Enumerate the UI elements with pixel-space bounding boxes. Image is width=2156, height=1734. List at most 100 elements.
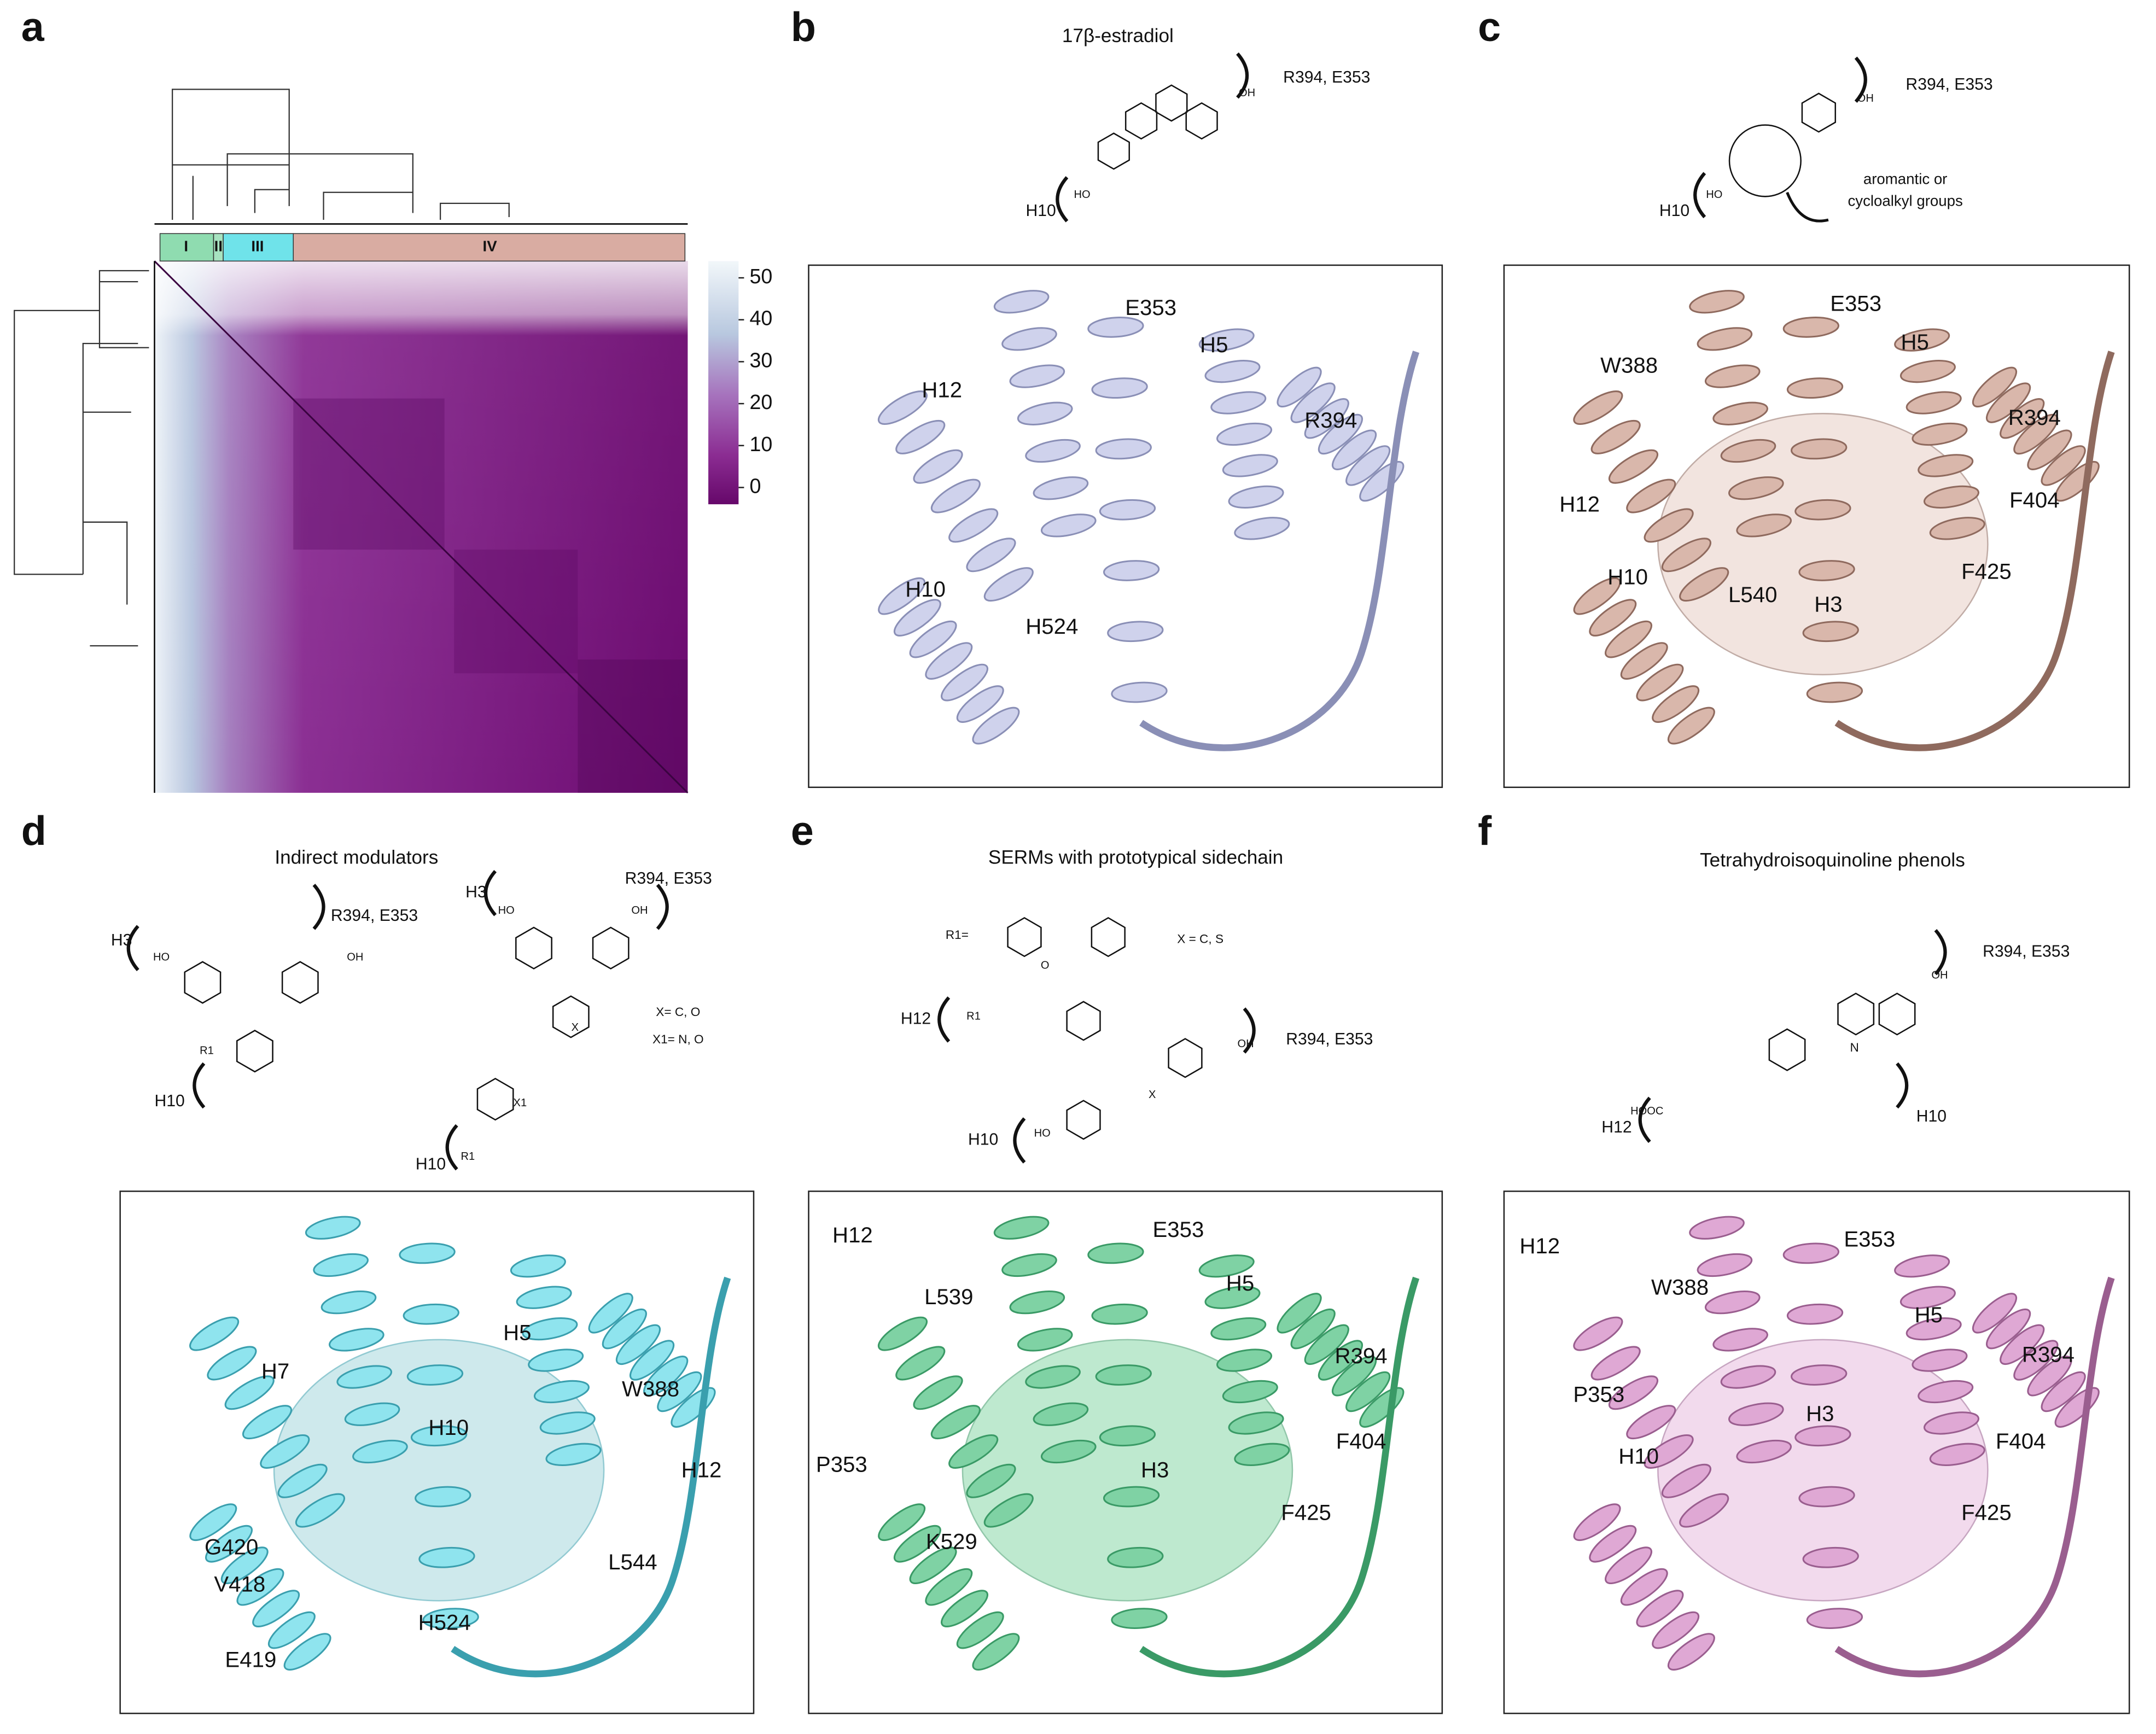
- heatmap-panel: [14, 89, 739, 793]
- helix-turn: [1290, 1308, 1336, 1350]
- helix-turn: [1929, 517, 1985, 540]
- residue-label: R394: [2022, 1342, 2075, 1367]
- helix-turn: [1644, 508, 1694, 543]
- scheme-label: R394, E353: [1983, 942, 2070, 960]
- helix-turn: [1234, 517, 1290, 540]
- panel-title: Tetrahydroisoquinoline phenols: [1700, 850, 1965, 871]
- residue-label: F425: [1961, 559, 2012, 583]
- helix-turn: [1923, 1411, 1979, 1435]
- helix-turn: [877, 390, 928, 425]
- colorbar: [708, 261, 739, 505]
- helix-turn: [1033, 1402, 1089, 1426]
- helix-turn: [277, 1463, 328, 1498]
- helix-turn: [1923, 485, 1979, 509]
- helix-turn: [1228, 1411, 1284, 1435]
- helix-turn: [1095, 1364, 1152, 1386]
- scheme-label: OH: [347, 951, 363, 964]
- helix-turn: [1290, 382, 1336, 423]
- helix-turn: [1728, 1402, 1784, 1426]
- loop: [451, 1276, 731, 1678]
- helix-turn: [1210, 391, 1267, 414]
- helix-turn: [1590, 419, 1641, 454]
- helix-turn: [1906, 391, 1962, 414]
- residue-label: H5: [1901, 330, 1929, 354]
- helix-turn: [539, 1411, 596, 1435]
- residue-label: H5: [1200, 332, 1228, 357]
- helix-turn: [1728, 476, 1784, 500]
- helix-turn: [643, 1356, 689, 1397]
- helix-turn: [1234, 1443, 1290, 1466]
- helix-turn: [602, 1308, 647, 1350]
- helix-turn: [516, 1286, 572, 1309]
- scheme-label: OH: [1931, 969, 1948, 981]
- helix-turn: [1095, 438, 1152, 460]
- helix-turn: [1573, 1503, 1621, 1541]
- residue-label: H524: [418, 1610, 471, 1635]
- helix-turn: [220, 1546, 269, 1584]
- colorbar-tick-label: 40: [749, 307, 772, 330]
- helix-turn: [657, 1371, 702, 1412]
- residue-label: H3: [1806, 1402, 1834, 1426]
- helix-turn: [1318, 413, 1363, 455]
- scheme-label: OH: [1857, 92, 1874, 104]
- scheme-label: HOOC: [1630, 1105, 1663, 1117]
- heatmap-block: [578, 659, 688, 793]
- helix-turn: [1216, 1348, 1273, 1372]
- helix-turn: [1791, 1364, 1848, 1386]
- scheme-label: H12: [901, 1009, 931, 1027]
- helix-turn: [1103, 560, 1160, 581]
- helix-turn: [406, 1364, 464, 1386]
- residue-label: E353: [1830, 291, 1881, 316]
- helix-turn: [1736, 1439, 1792, 1464]
- residue-label: H12: [922, 378, 962, 402]
- helix-turn: [983, 1493, 1034, 1528]
- scheme-label: N: [1850, 1041, 1858, 1054]
- bracket: [1638, 1096, 1651, 1143]
- scheme-label: R1: [461, 1151, 475, 1163]
- ring: [1155, 84, 1188, 122]
- ring: [236, 1030, 273, 1073]
- helix-turn: [956, 1611, 1004, 1649]
- helix-turn: [1636, 663, 1684, 702]
- pocket-surface: [962, 1339, 1293, 1602]
- helix-turn: [2041, 445, 2086, 486]
- helix-turn: [1782, 317, 1840, 338]
- helix-turn: [510, 1254, 566, 1278]
- scheme-label: HO: [1074, 189, 1090, 201]
- helix-turn: [1644, 1434, 1694, 1469]
- residue-label: F404: [2009, 488, 2060, 512]
- helix-turn: [1216, 422, 1273, 446]
- bracket: [1854, 56, 1867, 103]
- helix-turn: [1894, 328, 1950, 352]
- scheme-label: H3: [465, 883, 487, 901]
- helix-turn: [1025, 439, 1081, 463]
- helix-turn: [1620, 1568, 1668, 1606]
- structure-box: [808, 264, 1443, 789]
- helix-turn: [1025, 1365, 1081, 1389]
- ring: [1124, 102, 1158, 140]
- helix-turn: [1345, 445, 1391, 486]
- helix-turn: [966, 538, 1016, 573]
- helix-turn: [1899, 1286, 1956, 1309]
- scheme-label: H3: [111, 931, 132, 949]
- helix-turn: [588, 1293, 633, 1334]
- ring: [1801, 92, 1836, 133]
- panel-letter: c: [1478, 4, 1501, 50]
- residue-label: E353: [1152, 1217, 1204, 1242]
- colorbar-tick-label: 20: [749, 390, 772, 413]
- residue-label: H12: [681, 1458, 722, 1482]
- bracket: [1896, 1062, 1909, 1109]
- helix-turn: [1331, 429, 1377, 470]
- scheme-label: HO: [498, 904, 515, 916]
- scheme-label: R394, E353: [331, 907, 418, 925]
- helix-turn: [1605, 620, 1652, 658]
- helix-turn: [344, 1402, 400, 1426]
- helix-turn: [1001, 327, 1057, 351]
- residue-label: R394: [1335, 1344, 1388, 1368]
- helix-turn: [1899, 360, 1956, 383]
- residue-label: H10: [905, 577, 946, 602]
- helix-turn: [1912, 1348, 1968, 1372]
- helix-turn: [399, 1242, 456, 1264]
